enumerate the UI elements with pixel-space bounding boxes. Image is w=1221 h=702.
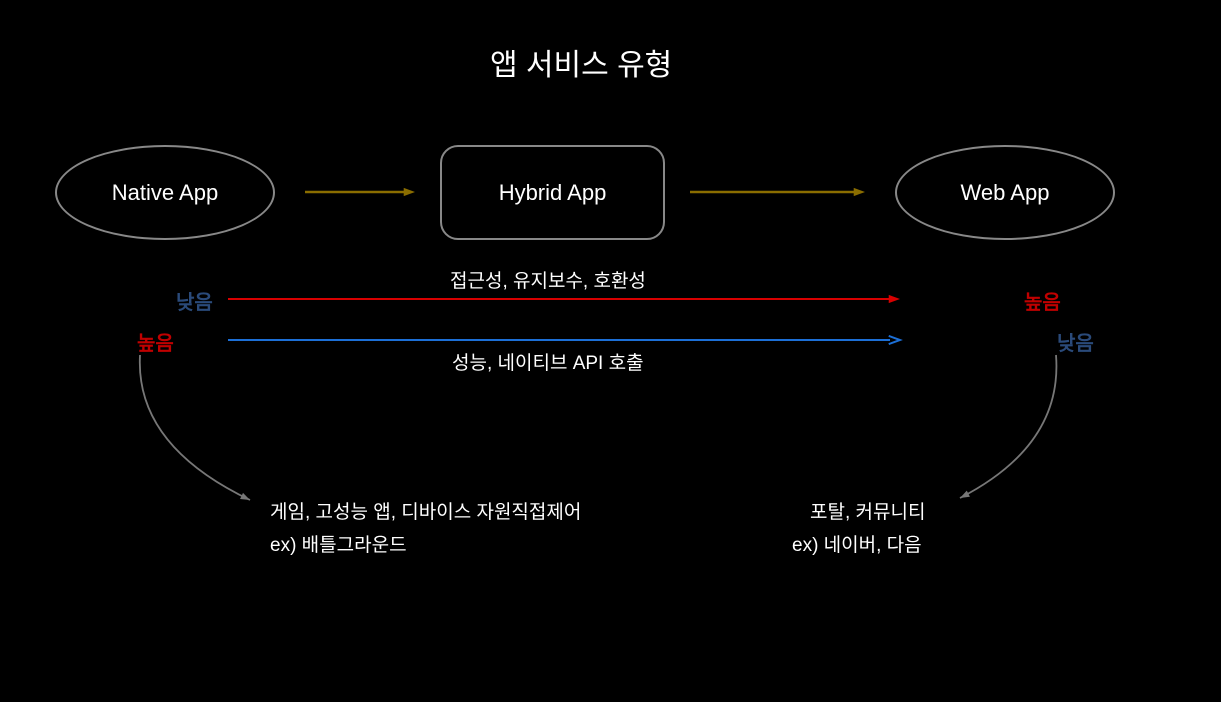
node-hybrid-app-label: Hybrid App [499, 180, 607, 206]
label-right-low: 낮음 [1057, 327, 1094, 356]
label-left-high: 높음 [137, 327, 174, 356]
label-left-low: 낮음 [176, 286, 213, 315]
node-web-app-label: Web App [961, 180, 1050, 206]
label-right-high: 높음 [1024, 286, 1061, 315]
node-native-app: Native App [55, 145, 275, 240]
label-center-bottom: 성능, 네이티브 API 호출 [452, 348, 644, 375]
label-bottom-right-1: 포탈, 커뮤니티 [810, 497, 925, 524]
label-bottom-right-2: ex) 네이버, 다음 [792, 530, 922, 557]
label-bottom-left-1: 게임, 고성능 앱, 디바이스 자원직접제어 [270, 497, 581, 524]
node-web-app: Web App [895, 145, 1115, 240]
label-bottom-left-2: ex) 배틀그라운드 [270, 530, 407, 557]
diagram-canvas: { "diagram": { "type": "flowchart", "bac… [0, 0, 1221, 702]
node-native-app-label: Native App [112, 180, 218, 206]
label-center-top: 접근성, 유지보수, 호환성 [450, 266, 646, 293]
node-hybrid-app: Hybrid App [440, 145, 665, 240]
diagram-title: 앱 서비스 유형 [490, 40, 672, 84]
